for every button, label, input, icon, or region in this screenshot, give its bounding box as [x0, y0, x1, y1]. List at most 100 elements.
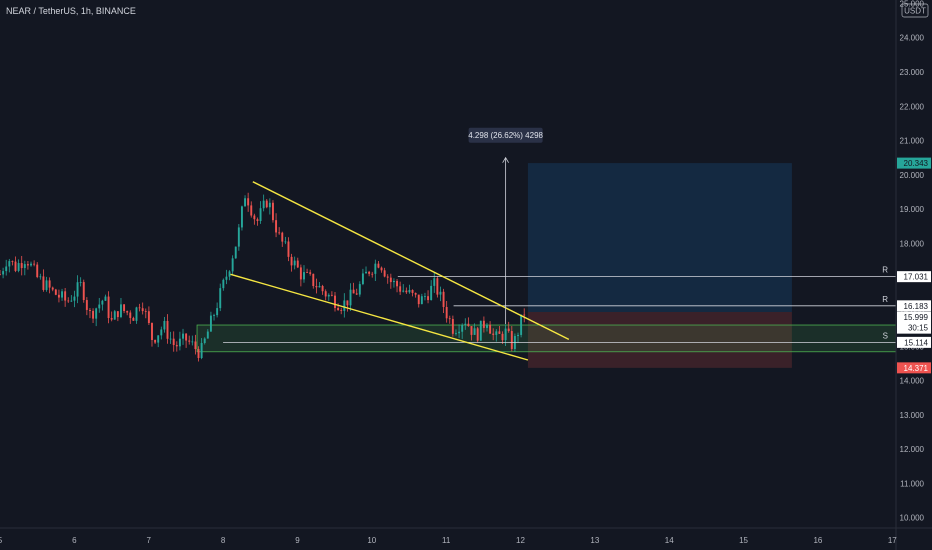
candle-body	[482, 320, 485, 328]
drawings[interactable]: R R S 4.298 (26.62%) 4298	[223, 127, 896, 361]
candle-body	[517, 334, 519, 337]
price-axis[interactable]: 10.00011.00012.00013.00014.00015.00016.0…	[895, 0, 929, 550]
candle-body	[451, 318, 454, 334]
candle-body	[57, 294, 60, 298]
time-axis[interactable]: 5 6 7 8 9 10 11 12 13 14 15 16 17	[0, 527, 932, 545]
candle-body	[85, 300, 88, 310]
candle-body	[265, 200, 268, 208]
last-price-badge-countdown: 30:15	[908, 324, 929, 333]
candle-body	[70, 300, 73, 302]
candle-body	[20, 263, 23, 269]
candle-body	[45, 280, 48, 290]
wedge-upper-line[interactable]	[252, 181, 570, 341]
candle-body	[399, 286, 402, 292]
candle-body	[417, 294, 420, 305]
candle-body	[95, 308, 98, 319]
price-tick-label: 13.000	[900, 411, 925, 420]
measure-label: 4.298 (26.62%) 4298	[468, 131, 543, 140]
candle-body	[203, 338, 206, 344]
candle-body	[489, 324, 492, 334]
candle-body	[467, 323, 470, 327]
candle-body	[5, 266, 8, 272]
candle-body	[110, 318, 113, 320]
stop-price-badge: 14.371	[904, 364, 929, 373]
level-price-badge: 15.114	[904, 338, 928, 347]
last-price-badge: 15.999	[904, 313, 929, 322]
level-price-badge-box	[897, 300, 931, 312]
stop-zone	[527, 312, 792, 368]
candle-body	[107, 296, 110, 319]
candle-body	[30, 263, 32, 266]
candle-body	[141, 308, 144, 312]
candle-body	[79, 282, 82, 283]
candle-body	[219, 288, 222, 309]
candle-body	[54, 289, 57, 295]
candle-body	[206, 331, 209, 339]
candle-body	[293, 260, 296, 266]
candle-body	[309, 272, 312, 274]
candle-body	[427, 296, 430, 301]
time-tick-label: 17	[888, 536, 897, 545]
candle-body	[213, 315, 215, 316]
candle-body	[166, 320, 169, 339]
candle-body	[337, 307, 340, 311]
candle-body	[178, 338, 181, 347]
candle-body	[389, 277, 392, 283]
candle-body	[455, 333, 457, 335]
candle-body	[352, 289, 355, 294]
candle-body	[169, 338, 172, 340]
candle-body	[175, 345, 178, 347]
candle-body	[101, 300, 104, 305]
candle-body	[405, 290, 408, 293]
candle-body	[42, 276, 45, 290]
candle-body	[510, 331, 513, 349]
candle-body	[126, 311, 129, 313]
candle-body	[380, 267, 383, 271]
candle-body	[368, 271, 371, 274]
candle-body	[334, 295, 336, 308]
price-tick-label: 12.000	[900, 445, 925, 454]
candle-body	[216, 308, 219, 316]
candle-body	[374, 263, 377, 274]
candle-body	[0, 274, 1, 276]
candle-body	[244, 198, 247, 207]
candle-body	[73, 296, 76, 301]
price-tick-label: 11.000	[900, 479, 924, 488]
candle-body	[138, 307, 141, 309]
candle-body	[61, 291, 63, 298]
candle-body	[253, 215, 256, 220]
candle-body	[113, 311, 116, 320]
candle-body	[377, 263, 380, 268]
candle-body	[132, 317, 135, 321]
candle-body	[51, 287, 54, 290]
wedge-lower-line[interactable]	[230, 273, 529, 361]
candle-body	[151, 323, 153, 340]
candle-body	[36, 264, 39, 278]
support-label: S	[883, 331, 888, 340]
candle-body	[8, 261, 11, 267]
candle-body	[64, 291, 67, 301]
candle-body	[470, 326, 473, 335]
candle-body	[355, 293, 358, 295]
candle-body	[278, 232, 281, 234]
candle-body	[250, 205, 253, 216]
candle-body	[262, 200, 265, 209]
candle-body	[498, 331, 501, 334]
candle-body	[321, 286, 324, 292]
candle-body	[104, 296, 107, 301]
candle-body	[461, 325, 464, 332]
candle-body	[520, 314, 523, 335]
candle-body	[340, 310, 343, 311]
candle-body	[492, 333, 495, 335]
candle-body	[433, 278, 436, 286]
level-price-badge-box	[897, 271, 931, 283]
candle-body	[231, 258, 234, 272]
candle-body	[14, 261, 17, 271]
time-tick-label: 11	[442, 536, 451, 545]
candle-body	[284, 241, 287, 243]
candle-body	[414, 292, 417, 295]
candle-body	[318, 286, 321, 288]
candle-body	[48, 280, 51, 288]
time-tick-label: 10	[367, 536, 376, 545]
